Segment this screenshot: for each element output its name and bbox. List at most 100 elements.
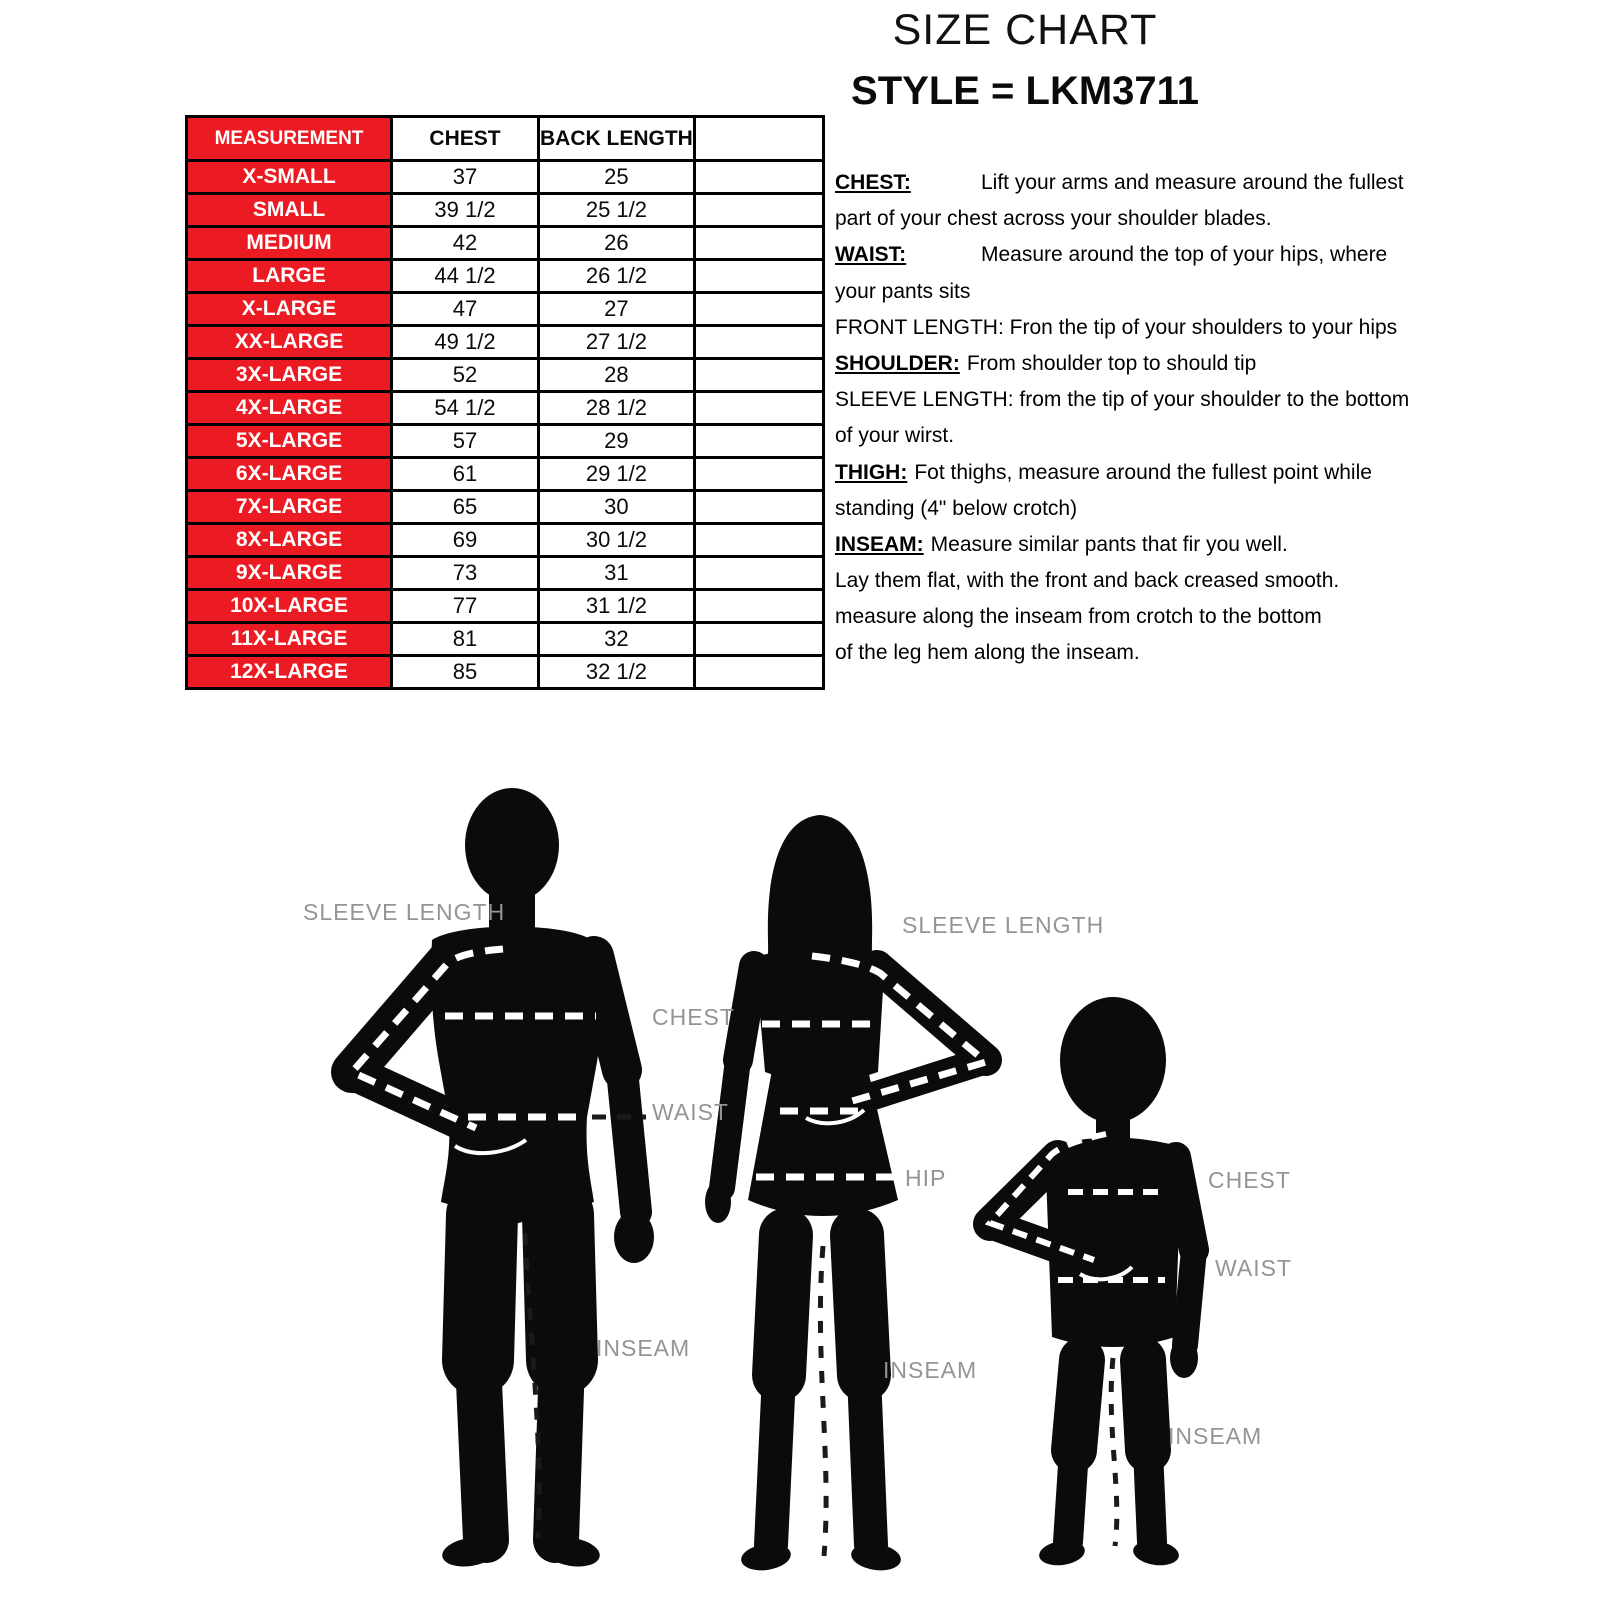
empty-cell: [692, 654, 825, 690]
title-block: SIZE CHART STYLE = LKM3711: [820, 6, 1230, 114]
header-back-length: BACK LENGTH: [537, 115, 696, 162]
table-row: 9X-LARGE 73 31: [185, 555, 825, 591]
empty-cell: [692, 390, 825, 426]
size-cell: SMALL: [185, 192, 393, 228]
header-chest: CHEST: [390, 115, 540, 162]
size-cell: 12X-LARGE: [185, 654, 393, 690]
table-header-row: MEASUREMENT CHEST BACK LENGTH: [185, 115, 825, 162]
empty-cell: [692, 357, 825, 393]
instruction-line: your pants sits: [835, 274, 1535, 310]
woman-measure-lines: [756, 952, 994, 1557]
table-row: 3X-LARGE 52 28: [185, 357, 825, 393]
instruction-line: FRONT LENGTH: Fron the tip of your shoul…: [835, 310, 1535, 346]
empty-cell: [692, 192, 825, 228]
table-row: LARGE 44 1/2 26 1/2: [185, 258, 825, 294]
man-inseam-label: INSEAM: [596, 1335, 691, 1361]
instruction-line: Lay them flat, with the front and back c…: [835, 563, 1535, 599]
page-title: SIZE CHART: [892, 6, 1158, 54]
empty-cell: [692, 225, 825, 261]
measurement-figures-diagram: SLEEVE LENGTH CHEST WAIST INSEAM SLEEVE …: [0, 760, 1600, 1600]
empty-cell: [692, 489, 825, 525]
instruction-line: THIGH: Fot thighs, measure around the ful…: [835, 455, 1535, 491]
chest-cell: 57: [390, 423, 540, 459]
instruction-text: Measure around the top of your hips, whe…: [981, 243, 1388, 267]
empty-cell: [692, 324, 825, 360]
back-length-cell: 27 1/2: [537, 324, 696, 360]
size-table: MEASUREMENT CHEST BACK LENGTH X-SMALL 37 2…: [185, 115, 825, 690]
table-row: 6X-LARGE 61 29 1/2: [185, 456, 825, 492]
chest-cell: 49 1/2: [390, 324, 540, 360]
man-sleeve-length-label: SLEEVE LENGTH: [303, 899, 506, 925]
child-chest-label: CHEST: [1208, 1167, 1291, 1193]
chest-cell: 44 1/2: [390, 258, 540, 294]
instruction-text: Measure similar pants that fir you well.: [930, 532, 1288, 556]
instruction-text: of your wirst.: [835, 424, 955, 448]
instruction-term: SHOULDER:: [835, 351, 960, 375]
instruction-term: CHEST:: [835, 171, 911, 194]
child-inseam-label: INSEAM: [1168, 1423, 1263, 1449]
chest-cell: 81: [390, 621, 540, 657]
size-cell: 9X-LARGE: [185, 555, 393, 591]
back-length-cell: 26: [537, 225, 696, 261]
instruction-text: Lay them flat, with the front and back c…: [835, 569, 1340, 593]
size-cell: MEDIUM: [185, 225, 393, 261]
instruction-line: SLEEVE LENGTH: from the tip of your shou…: [835, 382, 1535, 418]
silhouettes-illustration: [331, 788, 1209, 1571]
instruction-term: INSEAM:: [835, 532, 924, 556]
header-measurement: MEASUREMENT: [185, 115, 393, 162]
back-length-cell: 31: [537, 555, 696, 591]
back-length-cell: 25: [537, 159, 696, 195]
chest-cell: 65: [390, 489, 540, 525]
size-cell: 8X-LARGE: [185, 522, 393, 558]
back-length-cell: 32 1/2: [537, 654, 696, 690]
child-measure-lines: [984, 1131, 1168, 1547]
table-row: 12X-LARGE 85 32 1/2: [185, 654, 825, 690]
instruction-line: measure along the inseam from crotch to …: [835, 599, 1535, 635]
size-cell: 4X-LARGE: [185, 390, 393, 426]
chest-cell: 42: [390, 225, 540, 261]
size-cell: X-LARGE: [185, 291, 393, 327]
instruction-term: WAIST:: [835, 243, 907, 267]
woman-sleeve-length-label: SLEEVE LENGTH: [902, 912, 1105, 938]
table-row: 4X-LARGE 54 1/2 28 1/2: [185, 390, 825, 426]
instruction-text: your pants sits: [835, 279, 971, 303]
chest-cell: 73: [390, 555, 540, 591]
back-length-cell: 29 1/2: [537, 456, 696, 492]
measuring-instructions: CHEST: Lift your arms and measure around …: [835, 165, 1535, 672]
chest-cell: 69: [390, 522, 540, 558]
chest-cell: 85: [390, 654, 540, 690]
waist-label: WAIST: [652, 1099, 729, 1125]
size-cell: LARGE: [185, 258, 393, 294]
man-measure-lines: [346, 945, 646, 1539]
chest-cell: 47: [390, 291, 540, 327]
back-length-cell: 27: [537, 291, 696, 327]
instruction-text: measure along the inseam from crotch to …: [835, 605, 1322, 629]
man-silhouette: [331, 788, 654, 1567]
size-cell: 10X-LARGE: [185, 588, 393, 624]
table-row: X-LARGE 47 27: [185, 291, 825, 327]
table-row: 5X-LARGE 57 29: [185, 423, 825, 459]
back-length-cell: 31 1/2: [537, 588, 696, 624]
instruction-text: SLEEVE LENGTH: from the tip of your shou…: [835, 388, 1410, 412]
empty-cell: [692, 621, 825, 657]
hip-label: HIP: [905, 1165, 947, 1191]
empty-cell: [692, 456, 825, 492]
instruction-line: part of your chest across your shoulder …: [835, 201, 1535, 237]
size-cell: X-SMALL: [185, 159, 393, 195]
chest-cell: 39 1/2: [390, 192, 540, 228]
table-row: X-SMALL 37 25: [185, 159, 825, 195]
instruction-text: Lift your arms and measure around the fu…: [981, 171, 1404, 194]
size-cell: 5X-LARGE: [185, 423, 393, 459]
instruction-line: of your wirst.: [835, 418, 1535, 454]
table-row: MEDIUM 42 26: [185, 225, 825, 261]
chest-cell: 77: [390, 588, 540, 624]
header-extra: [692, 115, 825, 162]
size-cell: 6X-LARGE: [185, 456, 393, 492]
back-length-cell: 26 1/2: [537, 258, 696, 294]
size-cell: 3X-LARGE: [185, 357, 393, 393]
back-length-cell: 28: [537, 357, 696, 393]
instruction-term: THIGH:: [835, 460, 908, 484]
table-row: 10X-LARGE 77 31 1/2: [185, 588, 825, 624]
instruction-text: standing (4" below crotch): [835, 496, 1078, 520]
